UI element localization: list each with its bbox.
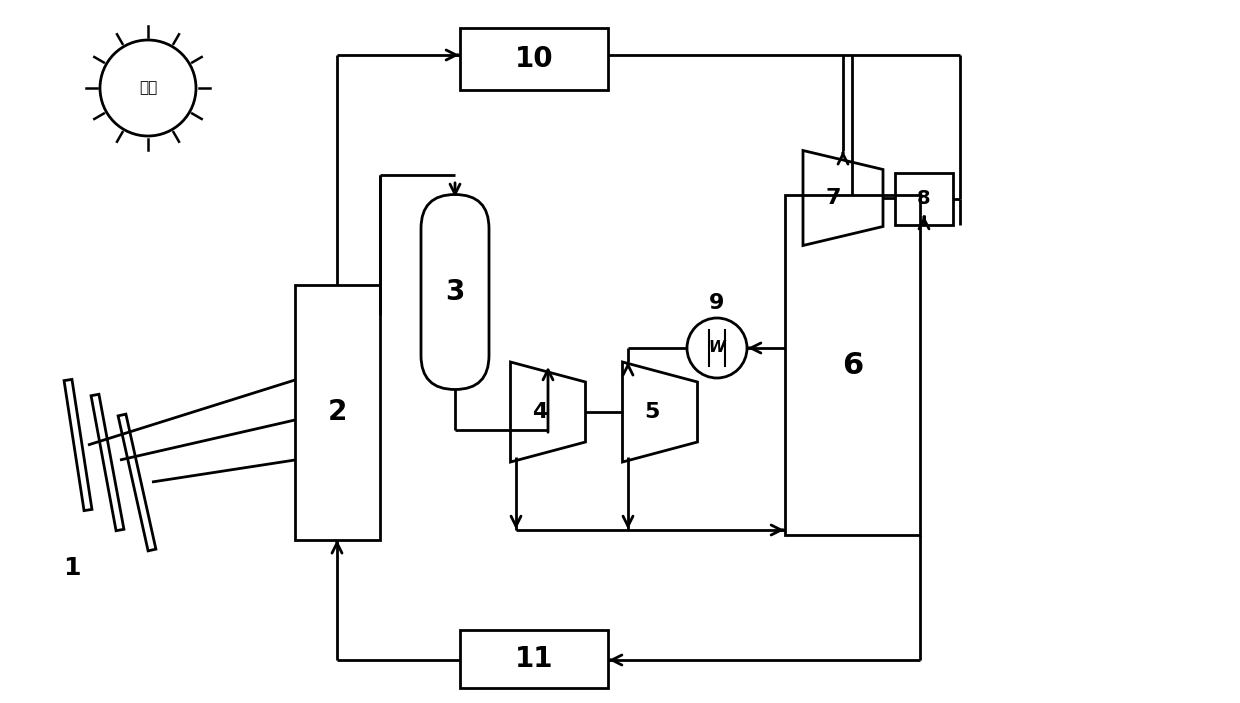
Text: 10: 10 bbox=[515, 45, 553, 73]
Text: 7: 7 bbox=[826, 188, 841, 208]
Text: 11: 11 bbox=[515, 645, 553, 673]
Text: W: W bbox=[708, 340, 725, 356]
Text: 8: 8 bbox=[918, 190, 931, 209]
Bar bbox=[460, 28, 608, 90]
Text: 2: 2 bbox=[327, 399, 347, 427]
Bar bbox=[785, 195, 920, 535]
Text: 4: 4 bbox=[532, 402, 548, 422]
Text: 太阳: 太阳 bbox=[139, 81, 157, 96]
Bar bbox=[460, 630, 608, 688]
Text: 1: 1 bbox=[63, 556, 81, 580]
Text: 6: 6 bbox=[842, 351, 863, 380]
Text: 9: 9 bbox=[709, 293, 724, 313]
Text: 5: 5 bbox=[645, 402, 660, 422]
Text: 3: 3 bbox=[445, 278, 465, 306]
Bar bbox=[295, 285, 379, 540]
Bar bbox=[895, 173, 954, 225]
